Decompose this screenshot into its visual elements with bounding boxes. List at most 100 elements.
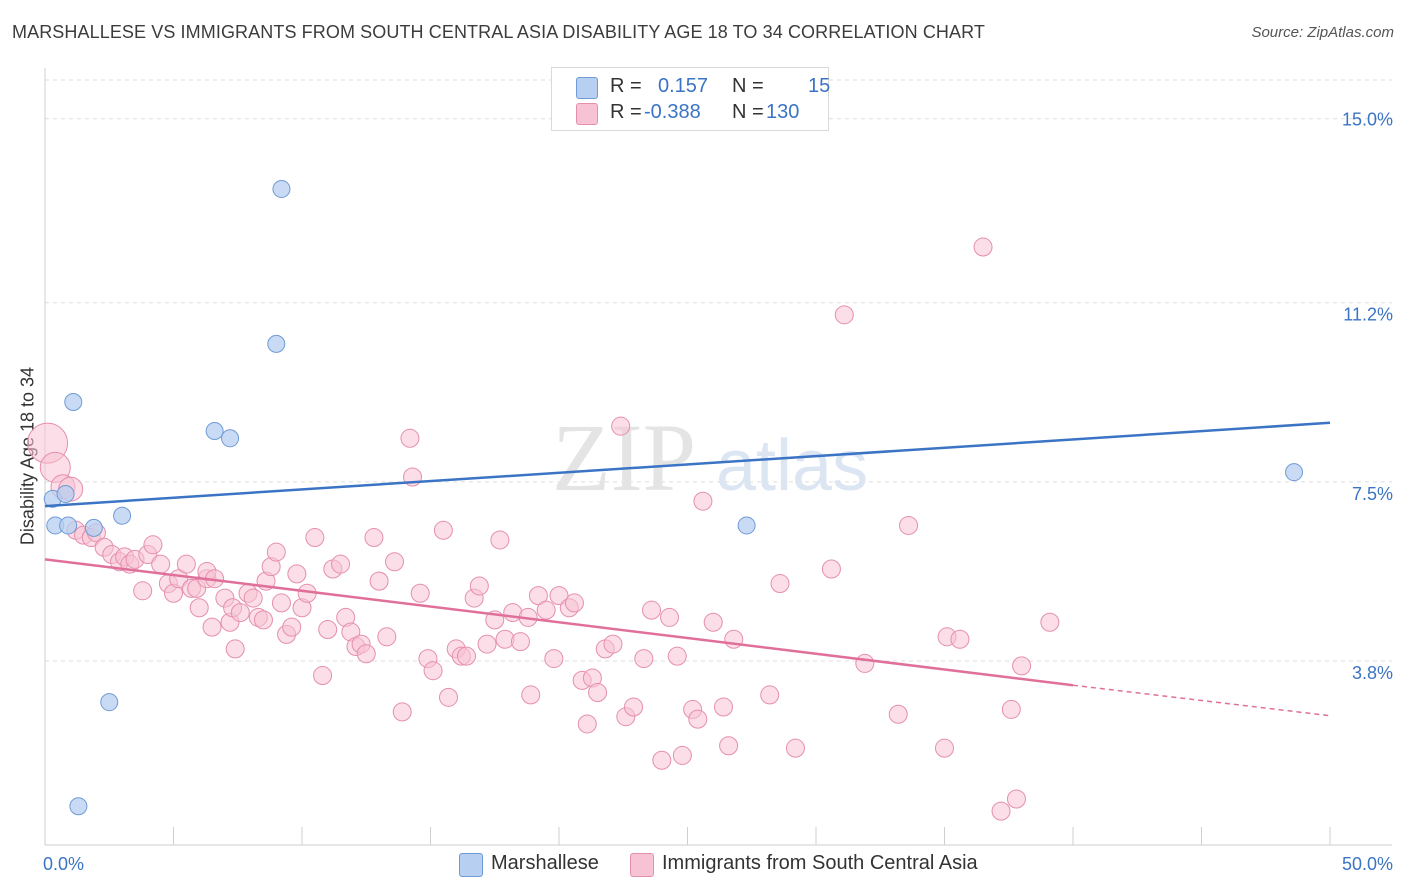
asia-point [521, 685, 541, 705]
asia-point [202, 617, 222, 637]
asia-point [456, 646, 476, 666]
asia-point [1040, 612, 1060, 632]
trend-lines [44, 421, 1331, 717]
asia-point [642, 600, 662, 620]
asia-point [577, 714, 597, 734]
marshallese-point [56, 484, 75, 503]
asia-point [624, 697, 644, 717]
tick-labels: 3.8% 7.5% 11.2% 15.0% 0.0% 50.0% [43, 110, 1393, 874]
asia-point [243, 588, 263, 608]
marshallese-point [69, 797, 88, 816]
legend-n-label: N = [732, 75, 764, 97]
source-label: Source: ZipAtlas.com [1251, 24, 1394, 41]
asia-points [27, 237, 1060, 821]
asia-point [266, 542, 286, 562]
asia-point [331, 554, 351, 574]
asia-point [855, 653, 875, 673]
asia-point [477, 634, 497, 654]
asia-point [719, 736, 739, 756]
asia-point [151, 554, 171, 574]
asia-point [438, 687, 458, 707]
asia-point [433, 520, 453, 540]
stats-legend: R = 0.157 N = 15 R = -0.388 N = 130 [551, 67, 831, 131]
asia-point [143, 535, 163, 555]
marshallese-point [1285, 463, 1304, 482]
legend-r-value-asia: -0.388 [644, 101, 701, 123]
asia-point [667, 646, 687, 666]
y-tick-label: 3.8% [1352, 663, 1393, 683]
asia-point [400, 428, 420, 448]
asia-point [544, 649, 564, 669]
asia-point [536, 600, 556, 620]
marshallese-point [100, 693, 119, 712]
asia-point [950, 629, 970, 649]
marshallese-points [43, 179, 1304, 816]
asia-point [364, 528, 384, 548]
asia-point [282, 617, 302, 637]
asia-point [369, 571, 389, 591]
legend-r-value-marshallese: 0.157 [658, 75, 709, 97]
asia-point [318, 620, 338, 640]
asia-point [253, 610, 273, 630]
bottom-legend-swatch-marshallese [459, 853, 483, 877]
legend-swatch-asia [576, 103, 598, 125]
x-tick-label-max: 50.0% [1342, 854, 1393, 874]
asia-point [287, 564, 307, 584]
marshallese-point [59, 516, 78, 535]
asia-point [888, 704, 908, 724]
asia-point [785, 738, 805, 758]
legend-n-value-marshallese: 15 [808, 75, 831, 97]
asia-point [271, 593, 291, 613]
asia-trend-extension [1072, 684, 1331, 717]
asia-point [834, 305, 854, 325]
legend-r-label: R = [610, 75, 642, 97]
asia-point [713, 697, 733, 717]
marshallese-point [737, 516, 756, 535]
asia-point [133, 581, 153, 601]
asia-point [230, 603, 250, 623]
asia-point [634, 649, 654, 669]
asia-point [703, 612, 723, 632]
legend-swatch-marshallese [576, 77, 598, 99]
x-tick-label-min: 0.0% [43, 854, 84, 874]
bottom-legend-label-asia: Immigrants from South Central Asia [662, 852, 978, 874]
watermark-atlas: atlas [716, 426, 868, 506]
marshallese-point [84, 518, 103, 537]
legend-n-label: N = [732, 101, 764, 123]
asia-point [1012, 656, 1032, 676]
marshallese-trend-line [44, 421, 1331, 508]
asia-point [603, 634, 623, 654]
y-tick-label: 15.0% [1342, 110, 1393, 130]
asia-point [899, 515, 919, 535]
asia-point [935, 738, 954, 758]
asia-point [225, 639, 245, 659]
asia-point [991, 801, 1011, 821]
marshallese-point [272, 179, 291, 198]
asia-point [660, 607, 680, 627]
asia-point [611, 416, 631, 436]
marshallese-point [205, 422, 224, 441]
asia-point [305, 528, 325, 548]
asia-trend-line [44, 558, 1074, 687]
asia-point [770, 574, 790, 594]
watermark: ZIP atlas [552, 404, 868, 511]
asia-point [385, 552, 405, 572]
bottom-legend-label-marshallese: Marshallese [491, 852, 599, 874]
asia-point [688, 709, 708, 729]
asia-point [973, 237, 993, 257]
asia-point [469, 576, 489, 596]
legend-n-value-asia: 130 [766, 101, 800, 123]
asia-point [176, 554, 196, 574]
asia-point [588, 682, 608, 702]
asia-point [1006, 789, 1026, 809]
asia-point [377, 627, 397, 647]
asia-point [821, 559, 841, 579]
asia-point [189, 598, 209, 618]
asia-point [423, 661, 443, 681]
asia-point [760, 685, 780, 705]
asia-point [392, 702, 412, 722]
chart-title: MARSHALLESE VS IMMIGRANTS FROM SOUTH CEN… [12, 22, 986, 42]
asia-point [1001, 699, 1021, 719]
asia-point [510, 632, 530, 652]
asia-point [356, 644, 376, 664]
